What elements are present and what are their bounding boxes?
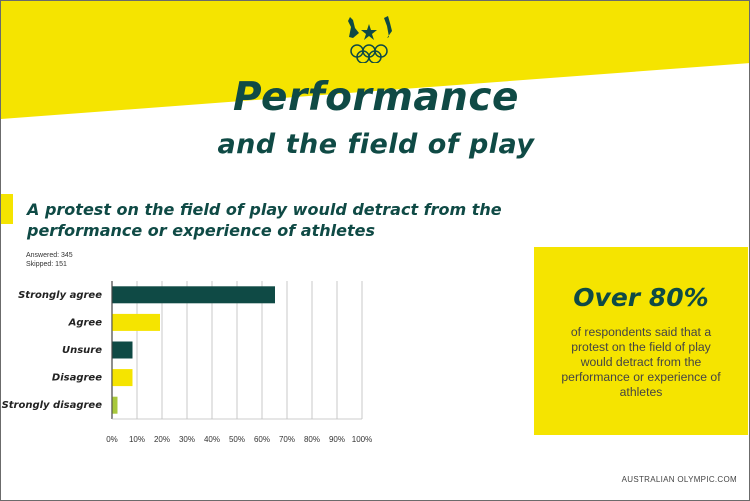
question-text: A protest on the field of play would det… [27, 200, 502, 240]
callout-text: of respondents said that a protest on th… [561, 325, 721, 399]
bar [112, 286, 275, 304]
skipped-count: Skipped: 151 [26, 261, 67, 268]
x-tick-label: 90% [329, 435, 345, 444]
bar [112, 313, 160, 331]
response-stats: Answered: 345 Skipped: 151 [26, 251, 73, 269]
bar [112, 341, 133, 359]
x-tick-label: 40% [204, 435, 220, 444]
x-tick-label: 70% [279, 435, 295, 444]
x-tick-label: 100% [352, 435, 372, 444]
x-tick-label: 60% [254, 435, 270, 444]
page-subtitle: and the field of play [217, 129, 535, 160]
bar [112, 396, 118, 414]
x-tick-label: 10% [129, 435, 145, 444]
answered-count: Answered: 345 [26, 252, 73, 259]
x-tick-label: 80% [304, 435, 320, 444]
bar-chart: 0% 10% 20% 30% 40% 50% 60% 70% 80% 90% 100% Strongl… [2, 281, 372, 444]
x-tick-label: 30% [179, 435, 195, 444]
x-tick-label: 0% [106, 435, 118, 444]
question-accent-bar [1, 194, 13, 224]
callout-title: Over 80% [573, 283, 709, 312]
category-label: Strongly disagree [2, 400, 103, 411]
category-label: Strongly agree [18, 290, 102, 301]
category-label: Unsure [62, 345, 102, 356]
callout-box: Over 80% of respondents said that a prot… [534, 247, 748, 435]
x-tick-label: 50% [229, 435, 245, 444]
olympic-logo-icon [348, 16, 392, 63]
site-url: AUSTRALIAN OLYMPIC.COM [621, 475, 737, 484]
category-label: Disagree [52, 373, 102, 384]
x-tick-label: 20% [154, 435, 170, 444]
bar [112, 369, 133, 387]
page-title: Performance [232, 75, 519, 120]
yellow-header-band [1, 1, 749, 119]
category-label: Agree [68, 317, 103, 328]
